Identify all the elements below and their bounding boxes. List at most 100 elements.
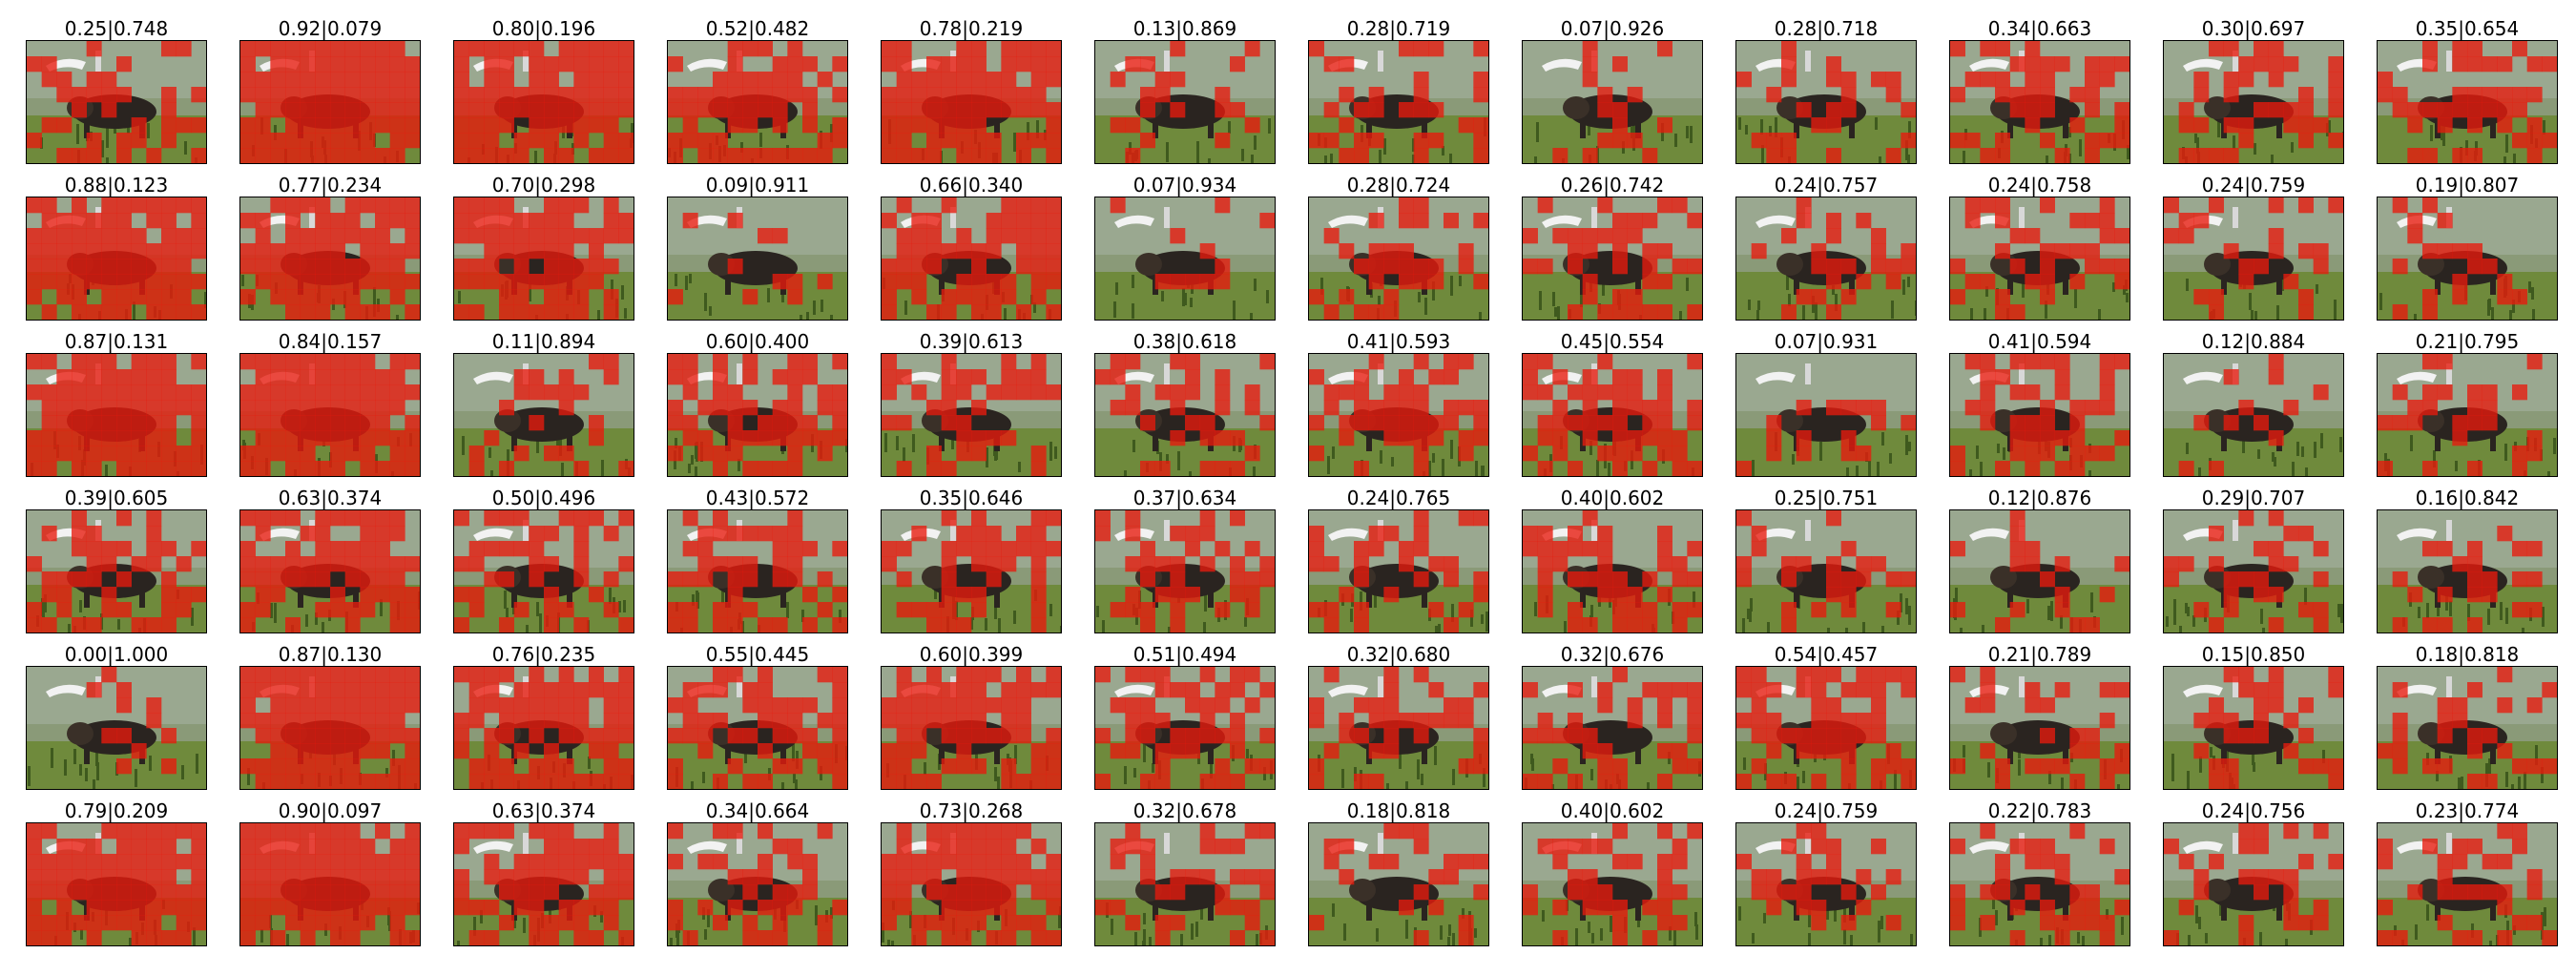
image-panel: 0.84|0.157 <box>239 330 421 477</box>
masked-photo <box>453 666 634 790</box>
image-panel: 0.79|0.209 <box>26 799 207 946</box>
masked-photo-graphic <box>668 41 847 163</box>
image-panel: 0.39|0.613 <box>881 330 1062 477</box>
masked-photo <box>1949 509 2130 633</box>
panel-title: 0.30|0.697 <box>2201 17 2306 40</box>
masked-photo-graphic <box>27 667 206 789</box>
image-panel: 0.34|0.664 <box>667 799 848 946</box>
masked-photo <box>1735 666 1917 790</box>
image-panel: 0.63|0.374 <box>453 799 634 946</box>
image-panel: 0.24|0.758 <box>1949 174 2130 321</box>
image-panel: 0.87|0.130 <box>239 643 421 790</box>
masked-photo <box>1735 197 1917 321</box>
image-panel: 0.76|0.235 <box>453 643 634 790</box>
panel-title: 0.55|0.445 <box>705 643 810 666</box>
panel-title: 0.35|0.646 <box>919 487 1024 509</box>
image-panel: 0.34|0.663 <box>1949 17 2130 164</box>
masked-photo-graphic <box>1309 41 1488 163</box>
masked-photo-graphic <box>1950 354 2129 476</box>
masked-photo-graphic <box>240 510 420 633</box>
image-panel: 0.07|0.926 <box>1522 17 1703 164</box>
panel-title: 0.50|0.496 <box>491 487 596 509</box>
panel-title: 0.29|0.707 <box>2201 487 2306 509</box>
masked-photo <box>453 197 634 321</box>
panel-title: 0.70|0.298 <box>491 174 596 197</box>
masked-photo <box>26 822 207 946</box>
masked-photo-graphic <box>2378 667 2557 789</box>
panel-title: 0.24|0.756 <box>2201 799 2306 822</box>
panel-title: 0.78|0.219 <box>919 17 1024 40</box>
image-panel: 0.18|0.818 <box>2377 643 2558 790</box>
image-panel: 0.52|0.482 <box>667 17 848 164</box>
panel-title: 0.07|0.931 <box>1774 330 1879 353</box>
masked-photo-graphic <box>1523 354 1702 476</box>
masked-photo <box>667 822 848 946</box>
image-panel: 0.66|0.340 <box>881 174 1062 321</box>
image-panel: 0.26|0.742 <box>1522 174 1703 321</box>
masked-photo-graphic <box>882 510 1061 633</box>
panel-title: 0.40|0.602 <box>1560 799 1665 822</box>
panel-title: 0.21|0.789 <box>1987 643 2092 666</box>
image-panel: 0.40|0.602 <box>1522 487 1703 633</box>
panel-title: 0.63|0.374 <box>278 487 383 509</box>
masked-photo <box>1308 40 1489 164</box>
panel-title: 0.18|0.818 <box>1346 799 1451 822</box>
masked-photo <box>1094 666 1276 790</box>
masked-photo <box>1094 40 1276 164</box>
image-panel: 0.41|0.593 <box>1308 330 1489 477</box>
panel-title: 0.60|0.399 <box>919 643 1024 666</box>
masked-photo-graphic <box>1736 197 1916 320</box>
masked-photo <box>2163 197 2344 321</box>
masked-photo <box>239 40 421 164</box>
panel-title: 0.77|0.234 <box>278 174 383 197</box>
panel-title: 0.45|0.554 <box>1560 330 1665 353</box>
image-panel: 0.51|0.494 <box>1094 643 1276 790</box>
image-panel: 0.19|0.807 <box>2377 174 2558 321</box>
panel-title: 0.12|0.876 <box>1987 487 2092 509</box>
masked-photo-graphic <box>454 667 634 789</box>
masked-photo <box>667 353 848 477</box>
image-panel: 0.09|0.911 <box>667 174 848 321</box>
masked-photo-graphic <box>1095 354 1275 476</box>
panel-title: 0.25|0.751 <box>1774 487 1879 509</box>
panel-title: 0.35|0.654 <box>2415 17 2520 40</box>
masked-photo-graphic <box>454 197 634 320</box>
image-panel: 0.13|0.869 <box>1094 17 1276 164</box>
masked-photo-graphic <box>668 823 847 945</box>
image-panel: 0.32|0.680 <box>1308 643 1489 790</box>
masked-photo <box>1522 197 1703 321</box>
masked-photo-graphic <box>2378 41 2557 163</box>
masked-photo <box>453 40 634 164</box>
masked-photo <box>1735 40 1917 164</box>
masked-photo-graphic <box>1736 667 1916 789</box>
masked-photo <box>1735 822 1917 946</box>
image-panel: 0.80|0.196 <box>453 17 634 164</box>
masked-photo-graphic <box>1736 823 1916 945</box>
panel-title: 0.11|0.894 <box>491 330 596 353</box>
masked-photo <box>26 197 207 321</box>
image-panel: 0.35|0.654 <box>2377 17 2558 164</box>
panel-title: 0.22|0.783 <box>1987 799 2092 822</box>
masked-photo <box>1522 822 1703 946</box>
masked-photo-graphic <box>668 354 847 476</box>
masked-photo <box>2163 666 2344 790</box>
masked-photo-graphic <box>2164 667 2343 789</box>
masked-photo <box>1308 353 1489 477</box>
masked-photo-graphic <box>27 41 206 163</box>
image-panel: 0.54|0.457 <box>1735 643 1917 790</box>
masked-photo <box>453 353 634 477</box>
masked-photo-graphic <box>882 197 1061 320</box>
image-panel: 0.60|0.400 <box>667 330 848 477</box>
panel-title: 0.23|0.774 <box>2415 799 2520 822</box>
panel-title: 0.39|0.605 <box>64 487 169 509</box>
masked-photo-graphic <box>882 41 1061 163</box>
image-panel: 0.37|0.634 <box>1094 487 1276 633</box>
image-panel: 0.24|0.759 <box>1735 799 1917 946</box>
image-panel: 0.30|0.697 <box>2163 17 2344 164</box>
masked-photo-graphic <box>1950 667 2129 789</box>
image-panel: 0.29|0.707 <box>2163 487 2344 633</box>
panel-title: 0.25|0.748 <box>64 17 169 40</box>
masked-photo-graphic <box>2164 823 2343 945</box>
image-panel: 0.16|0.842 <box>2377 487 2558 633</box>
masked-photo-graphic <box>454 510 634 633</box>
